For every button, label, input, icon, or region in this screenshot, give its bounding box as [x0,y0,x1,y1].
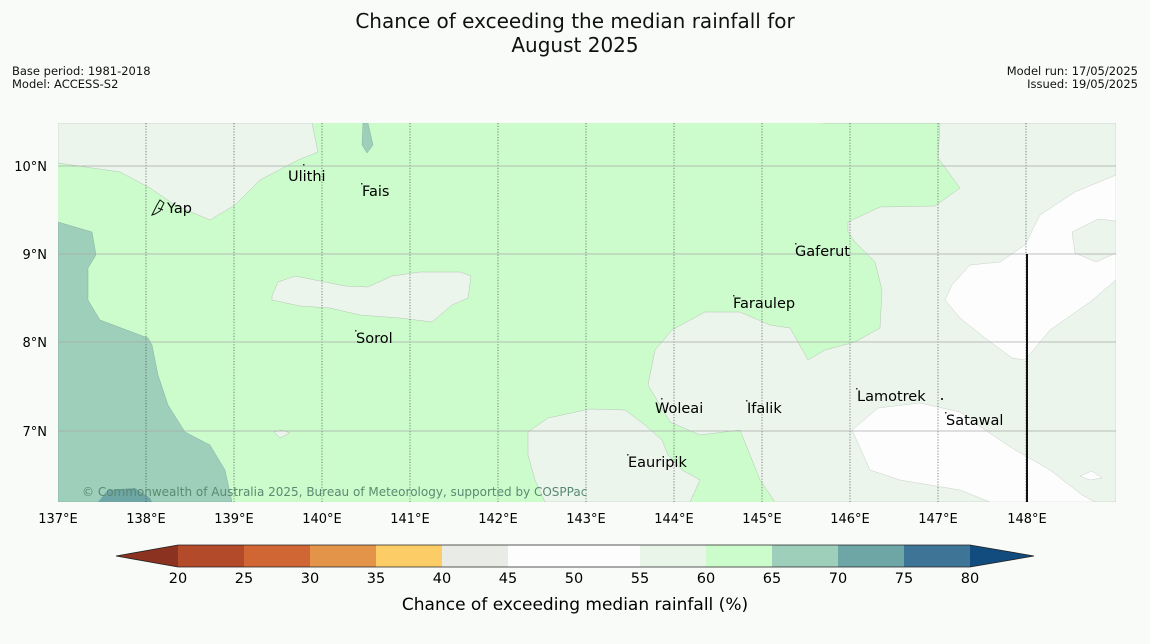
colorbar-extend-low [116,545,178,567]
lon-label: 147°E [918,512,958,527]
lon-label: 146°E [830,512,870,527]
colorbar-segment [772,545,838,567]
lon-label: 139°E [214,512,254,527]
base-period: Base period: 1981-2018 [12,64,151,78]
place-label-eauripik: Eauripik [628,455,687,471]
colorbar-outline [115,544,1035,568]
colorbar-tick: 35 [367,571,385,587]
colorbar-segment [706,545,772,567]
place-label-yap: Yap [166,201,192,217]
colorbar-segment [640,545,706,567]
colorbar-tick: 70 [829,571,847,587]
map-title: Chance of exceeding the median rainfall … [0,9,1150,57]
colorbar-segment [442,545,508,567]
colorbar-title: Chance of exceeding median rainfall (%) [402,595,748,615]
colorbar-segment [508,545,574,567]
lon-label: 140°E [302,512,342,527]
lon-label: 148°E [1007,512,1047,527]
place-label-sorol: Sorol [356,331,393,347]
colorbar-ticks: 20 25 30 35 40 45 50 55 60 65 70 75 80 [169,571,979,587]
colorbar-tick: 75 [895,571,913,587]
place-label-ulithi: Ulithi [288,169,326,185]
issued-date: Issued: 19/05/2025 [1027,77,1138,91]
place-label-fais: Fais [362,184,389,200]
run-info: Model run: 17/05/2025 Issued: 19/05/2025 [1007,65,1138,91]
model-name: Model: ACCESS-S2 [12,77,119,91]
colorbar-tick: 40 [433,571,451,587]
title-line-1: Chance of exceeding the median rainfall … [355,9,795,33]
place-labels: Yap Ulithi Fais Gaferut Faraulep Sorol W… [166,169,1003,471]
colorbar [115,544,1035,568]
colorbar-tick: 50 [565,571,583,587]
lon-label: 145°E [742,512,782,527]
colorbar-tick: 60 [697,571,715,587]
lat-label: 7°N [23,425,48,440]
colorbar-tick: 65 [763,571,781,587]
lon-label: 143°E [566,512,606,527]
place-label-gaferut: Gaferut [795,244,850,260]
lon-label: 137°E [38,512,78,527]
colorbar-segment [838,545,904,567]
lon-label: 138°E [126,512,166,527]
colorbar-tick: 80 [961,571,979,587]
colorbar-segment [904,545,970,567]
place-label-lamotrek: Lamotrek [857,389,926,405]
lat-label: 9°N [23,248,48,263]
colorbar-tick: 20 [169,571,187,587]
island-markers [303,164,947,456]
colorbar-tick: 25 [235,571,253,587]
lon-label: 141°E [390,512,430,527]
latitude-lines [58,165,1116,432]
place-label-satawal: Satawal [946,413,1003,429]
place-label-faraulep: Faraulep [733,296,795,312]
model-run: Model run: 17/05/2025 [1006,64,1138,78]
colorbar-segment [178,545,244,567]
colorbar-tick: 45 [499,571,517,587]
place-label-woleai: Woleai [655,401,703,417]
place-label-ifalik: Ifalik [747,401,782,417]
colorbar-segment [310,545,376,567]
title-line-2: August 2025 [511,33,639,57]
latitude-labels: 10°N 9°N 8°N 7°N [14,160,47,440]
colorbar-tick: 55 [631,571,649,587]
colorbar-extend-high [970,545,1034,567]
colorbar-tick: 30 [301,571,319,587]
lat-label: 10°N [14,160,47,175]
yap-island-outline [151,199,165,216]
map-shading [58,123,1116,502]
longitude-labels: 137°E 138°E 139°E 140°E 141°E 142°E 143°… [38,512,1047,527]
copyright-text: © Commonwealth of Australia 2025, Bureau… [82,485,587,499]
colorbar-segment [244,545,310,567]
colorbar-segment [574,545,640,567]
model-info: Base period: 1981-2018 Model: ACCESS-S2 [12,65,151,91]
lon-label: 144°E [654,512,694,527]
colorbar-segment [376,545,442,567]
lat-label: 8°N [23,336,48,351]
lon-label: 142°E [478,512,518,527]
